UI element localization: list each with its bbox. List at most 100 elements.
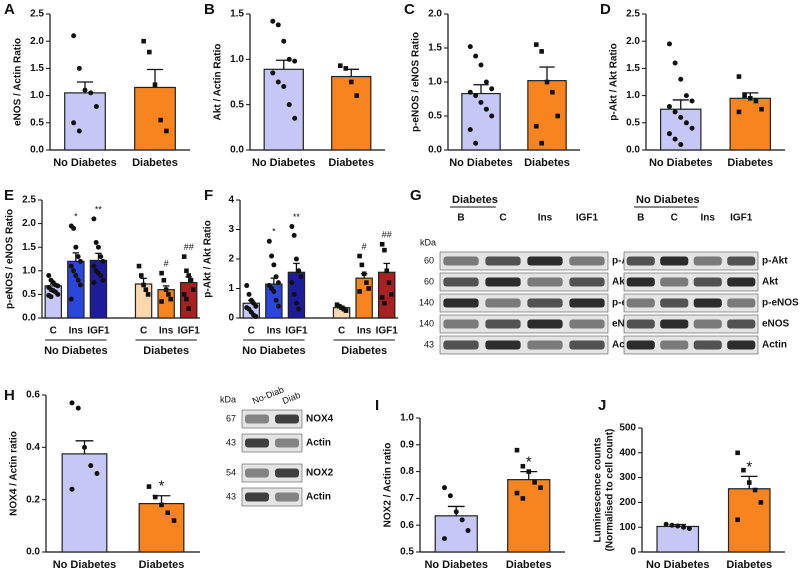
data-point	[55, 291, 61, 297]
y-tick-label: 3	[228, 224, 234, 235]
y-tick-label: 0.5	[30, 117, 44, 128]
data-point	[266, 238, 272, 244]
data-point	[271, 262, 277, 268]
data-point	[467, 44, 473, 50]
x-tick-label: No Diabetes	[649, 157, 713, 169]
blot-row	[623, 272, 759, 292]
blot-band	[626, 340, 655, 350]
blot-band	[275, 492, 299, 502]
data-point	[354, 93, 360, 98]
data-point	[91, 280, 97, 286]
data-point	[473, 93, 479, 99]
data-point	[73, 244, 79, 250]
data-point	[666, 41, 672, 47]
data-point	[675, 523, 681, 529]
blot-band	[245, 468, 269, 478]
data-point	[98, 273, 104, 279]
panel-letter: C	[404, 1, 415, 18]
data-point	[186, 273, 192, 278]
data-point	[275, 22, 281, 28]
protein-label: Akt	[612, 277, 629, 288]
blot-row	[623, 293, 759, 313]
data-point	[77, 282, 83, 288]
data-point	[159, 299, 164, 304]
data-point	[275, 280, 281, 286]
significance: *	[159, 478, 165, 495]
kda-label: kDa	[420, 237, 436, 247]
x-tick-label: IGF1	[87, 326, 110, 337]
y-tick-label: 1.0	[428, 77, 442, 88]
blot-row	[439, 335, 609, 355]
y-tick-label: 1.0	[400, 413, 414, 424]
blot-band	[275, 414, 299, 424]
data-point	[669, 522, 675, 528]
protein-label: NOX4	[306, 414, 334, 425]
y-axis-label: NOX4 / Actin ratio	[9, 431, 20, 516]
blot-band	[485, 277, 521, 287]
blot-band	[443, 256, 479, 266]
data-point	[678, 76, 684, 82]
blot-band	[443, 319, 479, 329]
data-point	[271, 288, 277, 294]
data-point	[441, 485, 447, 491]
data-point	[141, 282, 146, 288]
data-point	[147, 49, 152, 55]
x-tick-label: Diabetes	[328, 157, 374, 169]
data-point	[73, 273, 79, 279]
data-point	[293, 300, 299, 306]
group-label: No Diabetes	[44, 345, 108, 357]
blot-band	[660, 298, 689, 308]
x-tick-label: Diabetes	[132, 157, 178, 169]
bar	[656, 525, 700, 553]
data-point	[159, 502, 164, 508]
blot-band	[569, 319, 605, 329]
y-tick-label: 4	[228, 195, 234, 206]
data-point	[168, 296, 173, 302]
data-point	[146, 484, 152, 489]
data-point	[666, 103, 672, 109]
lane-label: IGF1	[576, 213, 599, 224]
data-point	[273, 274, 279, 280]
data-point	[69, 486, 75, 492]
data-point	[292, 115, 298, 121]
data-point	[666, 131, 672, 137]
x-tick-label: IGF1	[178, 326, 201, 337]
data-point	[483, 106, 489, 112]
data-point	[366, 286, 371, 291]
blot-band	[693, 277, 722, 287]
data-point	[752, 487, 758, 493]
y-tick-label: 2.5	[30, 9, 44, 20]
y-axis-label: (Normalised to cell count)	[605, 429, 616, 552]
significance: *	[746, 458, 752, 475]
data-point	[384, 268, 390, 274]
x-tick-label: No Diabetes	[449, 157, 513, 169]
kda-marker: 60	[424, 255, 434, 265]
data-point	[46, 273, 52, 279]
y-tick-label: 0	[228, 313, 234, 324]
blot-row	[439, 272, 609, 292]
y-tick-label: 200	[619, 497, 636, 508]
data-point	[246, 291, 252, 297]
kda-marker: 43	[226, 491, 236, 501]
y-axis-label: NOX2 / Actin ratio	[383, 443, 394, 528]
data-point	[689, 125, 695, 131]
kda-marker: 43	[424, 339, 434, 349]
x-tick-label: Ins	[159, 326, 174, 337]
y-tick-label: 2.5	[22, 195, 36, 206]
protein-label: NOX2	[306, 468, 334, 479]
bar	[434, 515, 478, 553]
kda-marker: 54	[226, 467, 236, 477]
blot-band	[727, 256, 756, 266]
data-point	[382, 300, 387, 306]
blot-band	[569, 298, 605, 308]
data-point	[163, 287, 169, 292]
data-point	[672, 136, 678, 142]
data-point	[359, 262, 365, 268]
blot-band	[626, 277, 655, 287]
blot-band	[626, 256, 655, 266]
data-point	[91, 263, 97, 269]
data-point	[270, 18, 276, 24]
y-tick-label: 2.0	[30, 36, 44, 47]
bar	[331, 75, 372, 151]
data-point	[291, 232, 297, 238]
